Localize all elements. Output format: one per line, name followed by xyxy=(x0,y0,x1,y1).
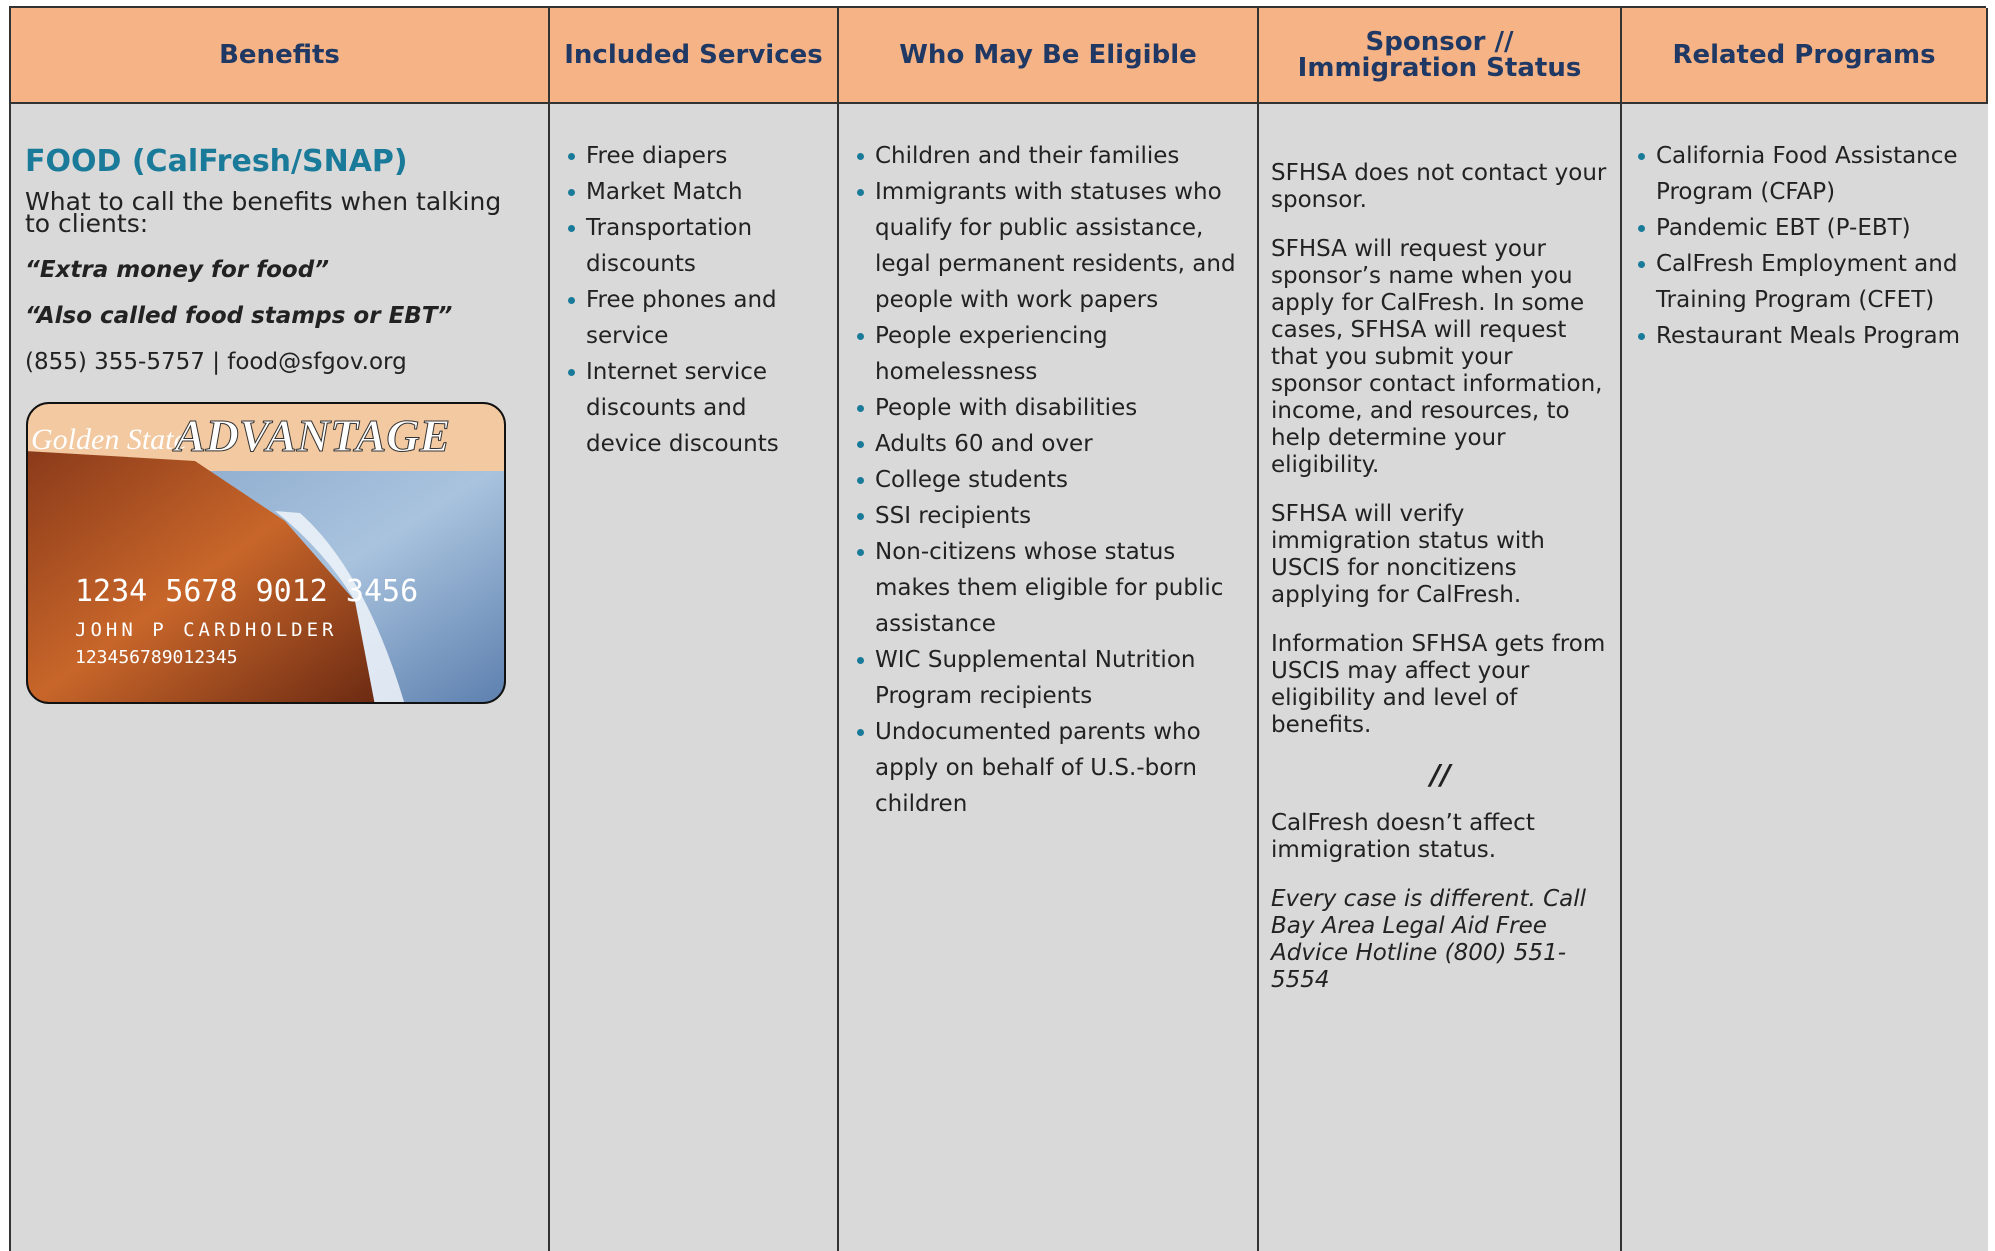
list-item: WIC Supplemental Nutrition Program recip… xyxy=(853,642,1249,714)
eligible-cell: Children and their families Immigrants wi… xyxy=(839,104,1259,1251)
card-text: ADVANTAGE xyxy=(172,410,450,461)
list-item: California Food Assistance Program (CFAP… xyxy=(1634,138,1980,210)
list-item: Adults 60 and over xyxy=(853,426,1249,462)
paragraphs: CalFresh doesn’t affect immigration stat… xyxy=(1271,810,1610,864)
benefits-cell: FOOD (CalFresh/SNAP) What to call the be… xyxy=(11,104,550,1251)
list: Free diapers Market Match Transportation d… xyxy=(564,138,827,462)
paragraph: SFHSA will verify immigration status wit… xyxy=(1271,501,1545,608)
list-item: Non-citizens whose status makes them eli… xyxy=(853,534,1249,642)
paragraph: CalFresh doesn’t affect immigration stat… xyxy=(1271,810,1535,863)
card-text: Golden State xyxy=(31,423,187,456)
list-item: Market Match xyxy=(564,174,827,210)
list-item: SSI recipients xyxy=(853,498,1249,534)
table: Benefits Included Services Who May Be El… xyxy=(9,6,1988,1251)
paragraph: SFHSA will request your sponsor’s name w… xyxy=(1271,236,1603,478)
list-item: Free diapers xyxy=(564,138,827,174)
divider: // xyxy=(1430,758,1451,791)
benefit-name: “Extra money for food” xyxy=(25,257,330,283)
list: California Food Assistance Program (CFAP… xyxy=(1634,138,1980,354)
list-item: Restaurant Meals Program xyxy=(1634,318,1980,354)
contact: (855) 355-5757 | food@sfgov.org xyxy=(25,349,407,375)
header-cell: Who May Be Eligible xyxy=(839,8,1259,104)
card-text: 1234 5678 9012 3456 xyxy=(75,574,418,609)
list-item: CalFresh Employment and Training Program… xyxy=(1634,246,1980,318)
paragraphs: SFHSA does not contact your sponsor. SFHS… xyxy=(1271,160,1610,739)
list-item: Undocumented parents who apply on behalf… xyxy=(853,714,1249,822)
paragraph: SFHSA does not contact your sponsor. xyxy=(1271,160,1607,213)
card-text: 123456789012345 xyxy=(75,647,238,668)
list-item: Children and their families xyxy=(853,138,1249,174)
header-cell: Related Programs xyxy=(1622,8,1988,104)
list-item: Transportation discounts xyxy=(564,210,827,282)
intro: What to call the benefits when talking t… xyxy=(25,187,502,238)
header-cell: Sponsor // Immigration Status xyxy=(1259,8,1622,104)
list-item: People experiencing homelessness xyxy=(853,318,1249,390)
ebt-card: Golden State ADVANTAGE 1234 5678 9012 34… xyxy=(26,402,506,704)
list-item: Immigrants with statuses who qualify for… xyxy=(853,174,1249,318)
list-item: Pandemic EBT (P-EBT) xyxy=(1634,210,1980,246)
services-cell: Free diapers Market Match Transportation d… xyxy=(550,104,839,1251)
list-item: Free phones and service xyxy=(564,282,827,354)
list-item: College students xyxy=(853,462,1249,498)
header-cell: Benefits xyxy=(11,8,550,104)
list-item: People with disabilities xyxy=(853,390,1249,426)
related-cell: California Food Assistance Program (CFAP… xyxy=(1622,104,1988,1251)
paragraph: Information SFHSA gets from USCIS may af… xyxy=(1271,631,1606,738)
note: Every case is different. Call Bay Area L… xyxy=(1271,886,1587,993)
sponsor-cell: SFHSA does not contact your sponsor. SFHS… xyxy=(1259,104,1622,1251)
benefit-name: “Also called food stamps or EBT” xyxy=(25,303,453,329)
header-cell: Included Services xyxy=(550,8,839,104)
benefit-title: FOOD (CalFresh/SNAP) xyxy=(25,144,408,179)
list: Children and their families Immigrants wi… xyxy=(853,138,1249,822)
list-item: Internet service discounts and device di… xyxy=(564,354,827,462)
card-text: JOHN P CARDHOLDER xyxy=(75,619,337,641)
